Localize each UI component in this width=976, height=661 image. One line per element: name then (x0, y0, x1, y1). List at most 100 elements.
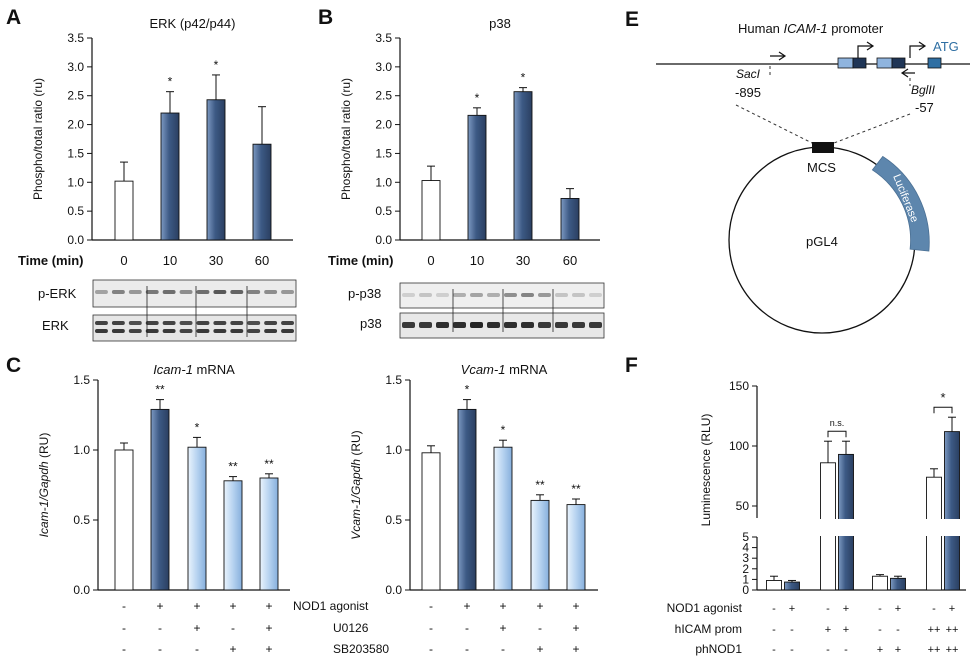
mcs-label: MCS (807, 160, 836, 175)
blot-band (264, 321, 278, 325)
chart-title: Icam-1 mRNA (153, 362, 235, 377)
condition-mark: + (499, 621, 506, 635)
bar (150, 408, 170, 591)
blot-band (572, 322, 585, 328)
chart-vcam1-mrna: Vcam-1 mRNA 0.0 0.5 1.0 1.5 Vcam-1/Gapdh (RU)… (293, 362, 598, 656)
blot-band (213, 321, 227, 325)
significance-label: * (214, 58, 219, 72)
condition-mark: - (772, 644, 776, 656)
condition-mark: + (843, 603, 849, 615)
atg-label: ATG (933, 39, 959, 54)
condition-mark: - (878, 624, 882, 636)
bgl-dashed-guide (833, 113, 911, 144)
significance-label: * (465, 383, 470, 397)
condition-mark: + (825, 624, 831, 636)
bar (206, 99, 226, 241)
x-tick-label: 30 (516, 253, 530, 268)
blot-band (162, 329, 176, 333)
blot-band (436, 293, 449, 297)
blot-band (453, 293, 466, 297)
blot-band (419, 293, 432, 297)
bar (259, 477, 279, 591)
blot-band (128, 321, 142, 325)
blot-band (538, 322, 551, 328)
condition-mark: + (193, 599, 200, 613)
condition-mark: + (895, 644, 901, 656)
condition-mark: + (265, 621, 272, 635)
blot-band (213, 290, 227, 294)
chart-p38: p38 0.0 0.5 1.0 1.5 2.0 2.5 3.0 3.5 Phospho/total… (339, 16, 600, 268)
y-tick-label: 2 (742, 562, 749, 576)
y-tick-label: 0.5 (67, 204, 84, 218)
blot-b: p-p38 p38 (348, 282, 605, 339)
y-tick-label: 3 (742, 551, 749, 565)
blot-band (111, 321, 125, 325)
condition-mark: + (877, 644, 883, 656)
panel-label-e: E (625, 8, 639, 31)
y-tick-label: 0.0 (67, 233, 84, 247)
x-tick-label: 10 (163, 253, 177, 268)
bar (560, 197, 580, 241)
blot-band (264, 290, 278, 294)
chart-title: ERK (p42/p44) (150, 16, 236, 31)
condition-mark: ++ (946, 644, 959, 656)
y-tick-label: 4 (742, 541, 749, 555)
condition-mark: - (772, 624, 776, 636)
bar (421, 452, 441, 591)
blot-band (128, 290, 142, 294)
condition-mark: + (789, 603, 795, 615)
x-tick-label: 0 (120, 253, 127, 268)
y-tick-label: 1.0 (73, 443, 90, 457)
chart-title: p38 (489, 16, 511, 31)
blot-band (402, 293, 415, 297)
y-tick-label: 0.5 (375, 204, 392, 218)
blot-band (95, 329, 108, 333)
condition-mark: - (538, 621, 542, 635)
condition-mark: - (790, 624, 794, 636)
sac-dashed-guide (735, 104, 813, 144)
blot-a-total-strip (92, 314, 297, 342)
blot-band (555, 293, 568, 297)
y-tick-label: 1.5 (73, 373, 90, 387)
condition-mark: - (122, 599, 126, 613)
blot-band (589, 293, 602, 297)
sac-site-name: SacI (736, 67, 761, 81)
y-tick-label: 1.5 (375, 146, 392, 160)
condition-mark: - (844, 644, 848, 656)
condition-mark: - (878, 603, 882, 615)
y-tick-label: 3.0 (375, 60, 392, 74)
mcs-box (812, 142, 834, 153)
sac-arrow-icon (770, 51, 787, 61)
blot-band (95, 321, 108, 325)
significance-label: * (475, 91, 480, 105)
blot-band (555, 322, 568, 328)
significance-label: * (501, 423, 506, 437)
y-tick-label: 1.0 (67, 175, 84, 189)
y-axis-label: Luminescence (RLU) (699, 414, 713, 527)
blot-band (145, 329, 159, 333)
y-tick-label: 1.5 (67, 146, 84, 160)
blot-band (230, 329, 244, 333)
blot-b-phospho-label: p-p38 (348, 286, 381, 301)
blot-band (128, 329, 142, 333)
blot-b-phospho-strip (399, 282, 605, 309)
condition-mark: - (195, 642, 199, 656)
sac-site-position: -895 (735, 85, 761, 100)
blot-band (402, 322, 415, 328)
condition-mark: - (122, 642, 126, 656)
condition-mark: - (429, 599, 433, 613)
condition-mark: - (465, 642, 469, 656)
condition-mark: + (572, 599, 579, 613)
blot-b-total-strip (399, 312, 605, 339)
blot-a-phospho-label: p-ERK (38, 286, 77, 301)
blot-band (179, 329, 193, 333)
blot-band (521, 322, 534, 328)
condition-mark: + (265, 599, 272, 613)
blot-band (281, 321, 294, 325)
condition-mark: + (265, 642, 272, 656)
condition-row-label: phNOD1 (695, 642, 742, 656)
y-tick-label: 0 (742, 583, 749, 597)
y-tick-label: 5 (742, 530, 749, 544)
blot-band (504, 293, 517, 297)
blot-band (470, 293, 483, 297)
